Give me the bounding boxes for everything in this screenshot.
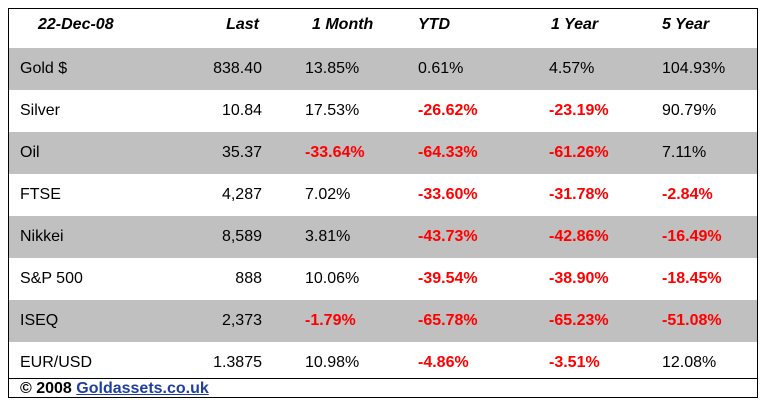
cell-value: 8,589 <box>221 228 262 245</box>
cell-value: -33.60% <box>418 186 478 203</box>
row-label: FTSE <box>20 186 61 203</box>
cell-value: -3.51% <box>549 354 600 371</box>
cell-value: 4,287 <box>221 186 262 203</box>
copyright: © 2008 <box>20 380 72 397</box>
cell-value: 12.08% <box>662 354 717 371</box>
cell-value: -1.79% <box>305 312 356 329</box>
cell-value: -65.23% <box>549 312 609 329</box>
cell-value: 10.84 <box>221 102 262 119</box>
cell-value: 4.57% <box>549 60 595 77</box>
cell-value: 7.11% <box>662 144 707 161</box>
footer-link[interactable]: Goldassets.co.uk <box>76 380 209 397</box>
cell-value: -16.49% <box>662 228 722 245</box>
row-label: Oil <box>20 144 40 161</box>
row-band <box>9 216 757 258</box>
table-frame <box>8 8 758 398</box>
header-cell: 1 Month <box>312 16 374 33</box>
header-cell: YTD <box>418 16 450 33</box>
cell-value: 7.02% <box>305 186 351 203</box>
cell-value: -26.62% <box>418 102 478 119</box>
cell-value: 17.53% <box>305 102 360 119</box>
cell-value: 90.79% <box>662 102 717 119</box>
cell-value: 838.40 <box>213 60 262 77</box>
cell-value: 35.37 <box>221 144 262 161</box>
cell-value: 3.81% <box>305 228 351 245</box>
cell-value: 13.85% <box>305 60 360 77</box>
cell-value: 888 <box>235 270 262 287</box>
row-band <box>9 132 757 174</box>
cell-value: -64.33% <box>418 144 478 161</box>
cell-value: -39.54% <box>418 270 478 287</box>
cell-value: -2.84% <box>662 186 713 203</box>
cell-value: -42.86% <box>549 228 609 245</box>
cell-value: -23.19% <box>549 102 609 119</box>
cell-value: -18.45% <box>662 270 722 287</box>
header-cell: 1 Year <box>551 16 599 33</box>
cell-value: -4.86% <box>418 354 469 371</box>
cell-value: -65.78% <box>418 312 478 329</box>
row-band <box>9 300 757 342</box>
header-cell: 5 Year <box>662 16 710 33</box>
row-label: Gold $ <box>20 60 68 77</box>
cell-value: 1.3875 <box>213 354 262 371</box>
cell-value: 10.98% <box>305 354 360 371</box>
header-cell: 22-Dec-08 <box>38 16 114 33</box>
row-label: ISEQ <box>20 312 59 329</box>
cell-value: -43.73% <box>418 228 478 245</box>
cell-value: 0.61% <box>418 60 464 77</box>
row-label: S&P 500 <box>20 270 83 287</box>
cell-value: -51.08% <box>662 312 722 329</box>
row-label: EUR/USD <box>20 354 93 371</box>
cell-value: -31.78% <box>549 186 609 203</box>
footer: © 2008 Goldassets.co.uk <box>20 379 209 399</box>
row-label: Silver <box>20 102 61 119</box>
cell-value: -38.90% <box>549 270 609 287</box>
footer-rule <box>9 378 757 379</box>
header-cell: Last <box>226 16 259 33</box>
row-label: Nikkei <box>20 228 64 245</box>
cell-value: -33.64% <box>305 144 365 161</box>
row-band <box>9 48 757 90</box>
cell-value: 2,373 <box>221 312 262 329</box>
cell-value: 104.93% <box>662 60 726 77</box>
cell-value: 10.06% <box>305 270 360 287</box>
cell-value: -61.26% <box>549 144 609 161</box>
